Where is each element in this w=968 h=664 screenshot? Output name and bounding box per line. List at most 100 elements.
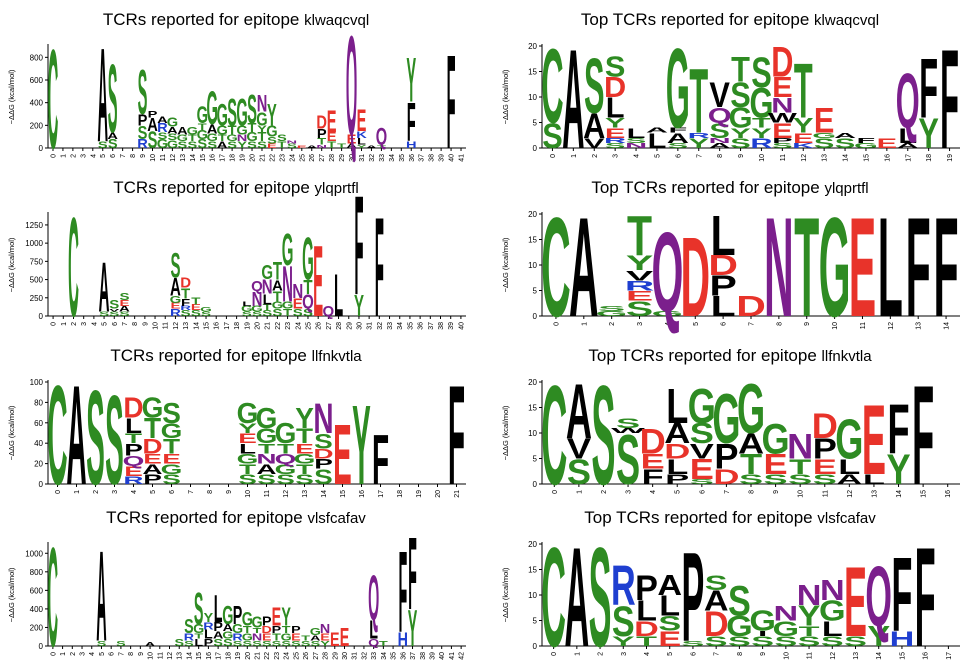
y-tick-label: 15 (528, 236, 537, 245)
logo-glyph: A (213, 629, 223, 641)
logo-glyph: E (844, 546, 867, 657)
x-tick-label: 5 (100, 154, 107, 158)
x-tick-label: 5 (675, 490, 682, 494)
chart-title-epitope: klwaqcvql (814, 12, 880, 29)
x-tick-label: 17 (946, 652, 953, 660)
logo-glyph: S (184, 640, 194, 648)
x-tick-label: 14 (944, 322, 951, 330)
logo-glyph: S (303, 307, 314, 319)
logo-glyph: A (170, 274, 181, 302)
x-tick-label: 9 (138, 652, 145, 656)
logo-glyph: A (310, 634, 320, 642)
x-tick-label: 13 (302, 490, 309, 498)
logo-glyph: R (604, 137, 626, 145)
logo-glyph: S (788, 471, 812, 487)
x-tick-label: 24 (289, 154, 296, 162)
logo-glyph: N (709, 137, 731, 145)
x-tick-label: 9 (738, 154, 745, 158)
x-tick-label: 1 (571, 154, 578, 158)
logo-glyph: G (282, 299, 294, 311)
logo-glyph: P (772, 137, 793, 145)
y-axis-label: −ΔΔG (kcal/mol) (501, 405, 510, 460)
chart-title-prefix: TCRs reported for epitope (110, 346, 307, 365)
logo-glyph: F (906, 190, 931, 334)
logo-glyph: S (138, 58, 148, 128)
logo-glyph: Q (651, 210, 683, 334)
logo-glyph: T (377, 144, 386, 149)
logo-glyph: T (258, 441, 276, 457)
chart-title-prefix: Top TCRs reported for epitope (588, 346, 817, 365)
logo-glyph: S (705, 571, 728, 595)
chart-title-prefix: Top TCRs reported for epitope (584, 508, 813, 527)
logo-glyph: G (222, 629, 233, 641)
y-tick-label: 0 (39, 312, 44, 321)
logo-glyph: G (246, 130, 257, 144)
x-tick-label: 4 (650, 490, 657, 494)
y-tick-label: 10 (528, 591, 537, 600)
logo-glyph: W (611, 426, 646, 434)
x-tick-label: 21 (259, 154, 266, 162)
logo-glyph: Y (626, 251, 654, 275)
logo-glyph: G (177, 133, 188, 144)
x-tick-label: 0 (50, 652, 57, 656)
x-tick-label: 17 (220, 154, 227, 162)
logo-glyph: G (275, 461, 297, 477)
x-tick-label: 13 (177, 652, 184, 660)
logo-glyph: S (272, 640, 282, 648)
x-tick-label: 0 (550, 154, 557, 158)
x-tick-label: 13 (180, 154, 187, 162)
logo-glyph: A (897, 142, 919, 150)
logo-glyph: C (541, 26, 563, 146)
x-tick-label: 13 (916, 322, 923, 330)
x-tick-label: 3 (80, 652, 87, 656)
logo-glyph: A (256, 461, 276, 477)
logo-glyph: Q (123, 453, 145, 469)
logo-glyph: S (295, 471, 314, 487)
logo-glyph: D (704, 605, 729, 644)
x-tick-label: 38 (438, 322, 445, 330)
x-tick-label: 0 (553, 322, 560, 326)
logo-glyph: R (180, 305, 192, 311)
x-tick-label: 8 (207, 490, 214, 494)
x-tick-label: 22 (275, 322, 282, 330)
logo-glyph: A (709, 142, 731, 150)
logo-glyph: S (272, 307, 283, 319)
logo-glyph: L (636, 595, 657, 627)
logo-glyph: N (313, 394, 333, 442)
x-tick-label: 13 (853, 652, 860, 660)
logo-glyph: E (347, 132, 357, 146)
logo-glyph: T (794, 190, 819, 334)
logo-glyph: K (356, 129, 367, 140)
logo-glyph: G (187, 124, 198, 137)
x-tick-label: 6 (690, 652, 697, 656)
y-tick-label: 400 (30, 605, 44, 614)
logo-glyph: S (233, 640, 243, 648)
x-tick-label: 5 (667, 652, 674, 656)
chart-title: Top TCRs reported for epitope klwaqcvql (494, 10, 966, 30)
logo-glyph: A (704, 585, 729, 617)
y-tick-label: 0 (39, 480, 44, 489)
logo-glyph: L (239, 441, 256, 457)
y-tick-label: 10 (528, 261, 537, 270)
logo-glyph: T (283, 307, 292, 319)
logo-glyph: D (316, 112, 327, 133)
x-tick-label: 30 (342, 652, 349, 660)
logo-glyph: G (749, 605, 776, 637)
x-tick-label: 15 (196, 652, 203, 660)
y-axis-label: −ΔΔG (kcal/mol) (501, 69, 510, 124)
x-tick-label: 12 (170, 154, 177, 162)
x-tick-label: 32 (369, 154, 376, 162)
logo-glyph: G (157, 137, 168, 151)
y-tick-label: 100 (30, 378, 44, 387)
x-tick-label: 20 (250, 154, 257, 162)
logo-glyph: S (257, 471, 276, 487)
logo-glyph: L (878, 190, 903, 334)
x-tick-label: 13 (871, 490, 878, 498)
chart-title-epitope: llfnkvtla (821, 348, 872, 365)
logo-glyph: F (857, 137, 876, 145)
y-axis-label: −ΔΔG (kcal/mol) (7, 405, 16, 460)
logo-glyph: S (730, 76, 751, 116)
chart-title-prefix: Top TCRs reported for epitope (580, 10, 810, 29)
x-tick-label: 42 (459, 652, 466, 660)
logo-glyph: E (658, 627, 681, 651)
